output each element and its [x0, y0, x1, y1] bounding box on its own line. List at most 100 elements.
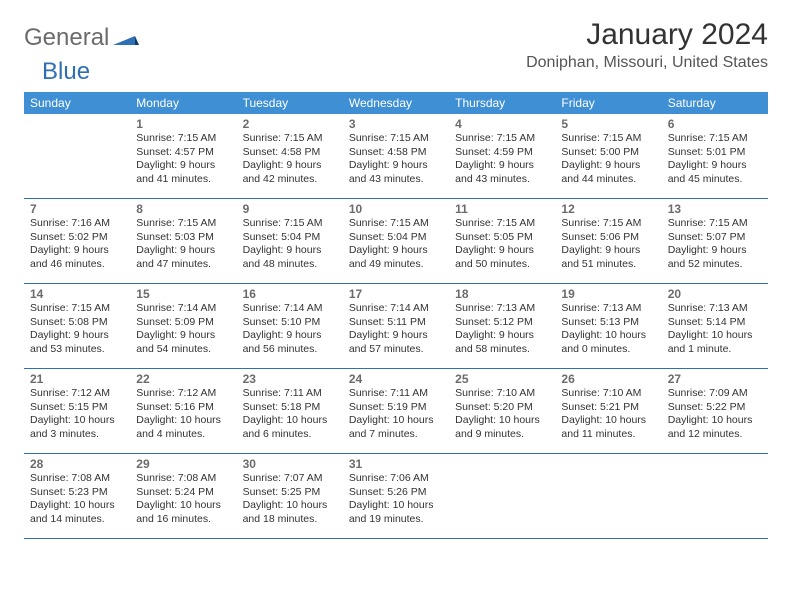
sunrise-text: Sunrise: 7:13 AM [668, 302, 762, 316]
daylight-text: Daylight: 10 hours [349, 414, 443, 428]
calendar-week-row: 1Sunrise: 7:15 AMSunset: 4:57 PMDaylight… [24, 114, 768, 199]
day-number: 10 [349, 202, 443, 216]
sunset-text: Sunset: 5:22 PM [668, 401, 762, 415]
sunrise-text: Sunrise: 7:11 AM [349, 387, 443, 401]
daylight-text: and 1 minute. [668, 343, 762, 357]
sunset-text: Sunset: 5:14 PM [668, 316, 762, 330]
sunrise-text: Sunrise: 7:15 AM [136, 132, 230, 146]
calendar-page: General January 2024 Doniphan, Missouri,… [0, 0, 792, 539]
sunrise-text: Sunrise: 7:15 AM [30, 302, 124, 316]
sunset-text: Sunset: 5:16 PM [136, 401, 230, 415]
daylight-text: Daylight: 9 hours [136, 244, 230, 258]
daylight-text: and 18 minutes. [243, 513, 337, 527]
daylight-text: Daylight: 9 hours [243, 244, 337, 258]
sunrise-text: Sunrise: 7:15 AM [455, 132, 549, 146]
daylight-text: and 44 minutes. [561, 173, 655, 187]
daylight-text: Daylight: 10 hours [136, 499, 230, 513]
day-number: 2 [243, 117, 337, 131]
sunset-text: Sunset: 4:58 PM [243, 146, 337, 160]
sunset-text: Sunset: 5:19 PM [349, 401, 443, 415]
calendar-day-cell: 13Sunrise: 7:15 AMSunset: 5:07 PMDayligh… [662, 199, 768, 283]
calendar-week-row: 21Sunrise: 7:12 AMSunset: 5:15 PMDayligh… [24, 369, 768, 454]
sunset-text: Sunset: 5:24 PM [136, 486, 230, 500]
daylight-text: Daylight: 9 hours [561, 244, 655, 258]
daylight-text: and 56 minutes. [243, 343, 337, 357]
daylight-text: and 47 minutes. [136, 258, 230, 272]
daylight-text: Daylight: 9 hours [455, 159, 549, 173]
calendar-day-cell: 9Sunrise: 7:15 AMSunset: 5:04 PMDaylight… [237, 199, 343, 283]
daylight-text: Daylight: 9 hours [349, 159, 443, 173]
daylight-text: and 51 minutes. [561, 258, 655, 272]
daylight-text: and 58 minutes. [455, 343, 549, 357]
calendar-day-cell: 7Sunrise: 7:16 AMSunset: 5:02 PMDaylight… [24, 199, 130, 283]
daylight-text: Daylight: 9 hours [136, 329, 230, 343]
weekday-header: Thursday [449, 92, 555, 114]
day-number: 24 [349, 372, 443, 386]
daylight-text: Daylight: 10 hours [561, 329, 655, 343]
day-number: 3 [349, 117, 443, 131]
sunrise-text: Sunrise: 7:15 AM [455, 217, 549, 231]
sunrise-text: Sunrise: 7:08 AM [30, 472, 124, 486]
day-number: 17 [349, 287, 443, 301]
sunrise-text: Sunrise: 7:14 AM [243, 302, 337, 316]
daylight-text: Daylight: 9 hours [455, 329, 549, 343]
calendar-week-row: 28Sunrise: 7:08 AMSunset: 5:23 PMDayligh… [24, 454, 768, 539]
weekday-header: Tuesday [237, 92, 343, 114]
daylight-text: and 19 minutes. [349, 513, 443, 527]
sunrise-text: Sunrise: 7:09 AM [668, 387, 762, 401]
sunrise-text: Sunrise: 7:15 AM [243, 217, 337, 231]
sunset-text: Sunset: 5:25 PM [243, 486, 337, 500]
daylight-text: Daylight: 10 hours [668, 329, 762, 343]
calendar-day-cell: 31Sunrise: 7:06 AMSunset: 5:26 PMDayligh… [343, 454, 449, 538]
daylight-text: and 3 minutes. [30, 428, 124, 442]
sunrise-text: Sunrise: 7:06 AM [349, 472, 443, 486]
daylight-text: and 53 minutes. [30, 343, 124, 357]
sunset-text: Sunset: 5:11 PM [349, 316, 443, 330]
daylight-text: and 14 minutes. [30, 513, 124, 527]
sunset-text: Sunset: 4:58 PM [349, 146, 443, 160]
day-number: 1 [136, 117, 230, 131]
day-number: 16 [243, 287, 337, 301]
daylight-text: Daylight: 9 hours [30, 244, 124, 258]
daylight-text: and 54 minutes. [136, 343, 230, 357]
daylight-text: Daylight: 10 hours [136, 414, 230, 428]
calendar-day-cell: 8Sunrise: 7:15 AMSunset: 5:03 PMDaylight… [130, 199, 236, 283]
sunset-text: Sunset: 5:06 PM [561, 231, 655, 245]
day-number: 7 [30, 202, 124, 216]
day-number: 27 [668, 372, 762, 386]
day-number: 21 [30, 372, 124, 386]
sunset-text: Sunset: 5:09 PM [136, 316, 230, 330]
sunset-text: Sunset: 5:21 PM [561, 401, 655, 415]
sunset-text: Sunset: 5:01 PM [668, 146, 762, 160]
daylight-text: and 48 minutes. [243, 258, 337, 272]
daylight-text: Daylight: 10 hours [349, 499, 443, 513]
weekday-header: Saturday [662, 92, 768, 114]
sunset-text: Sunset: 5:08 PM [30, 316, 124, 330]
daylight-text: Daylight: 10 hours [243, 414, 337, 428]
weekday-header: Wednesday [343, 92, 449, 114]
daylight-text: and 11 minutes. [561, 428, 655, 442]
sunset-text: Sunset: 5:00 PM [561, 146, 655, 160]
day-number: 8 [136, 202, 230, 216]
daylight-text: Daylight: 10 hours [30, 414, 124, 428]
sunrise-text: Sunrise: 7:15 AM [668, 132, 762, 146]
daylight-text: Daylight: 9 hours [668, 244, 762, 258]
daylight-text: Daylight: 9 hours [349, 244, 443, 258]
sunset-text: Sunset: 5:26 PM [349, 486, 443, 500]
daylight-text: Daylight: 10 hours [455, 414, 549, 428]
calendar-day-cell: 10Sunrise: 7:15 AMSunset: 5:04 PMDayligh… [343, 199, 449, 283]
day-number: 23 [243, 372, 337, 386]
calendar-empty-cell [449, 454, 555, 538]
daylight-text: and 0 minutes. [561, 343, 655, 357]
day-number: 30 [243, 457, 337, 471]
calendar-day-cell: 24Sunrise: 7:11 AMSunset: 5:19 PMDayligh… [343, 369, 449, 453]
sunrise-text: Sunrise: 7:12 AM [30, 387, 124, 401]
calendar-week-row: 14Sunrise: 7:15 AMSunset: 5:08 PMDayligh… [24, 284, 768, 369]
calendar-day-cell: 23Sunrise: 7:11 AMSunset: 5:18 PMDayligh… [237, 369, 343, 453]
sunrise-text: Sunrise: 7:15 AM [349, 217, 443, 231]
daylight-text: Daylight: 9 hours [561, 159, 655, 173]
calendar-empty-cell [555, 454, 661, 538]
daylight-text: and 49 minutes. [349, 258, 443, 272]
day-number: 28 [30, 457, 124, 471]
sunrise-text: Sunrise: 7:15 AM [349, 132, 443, 146]
